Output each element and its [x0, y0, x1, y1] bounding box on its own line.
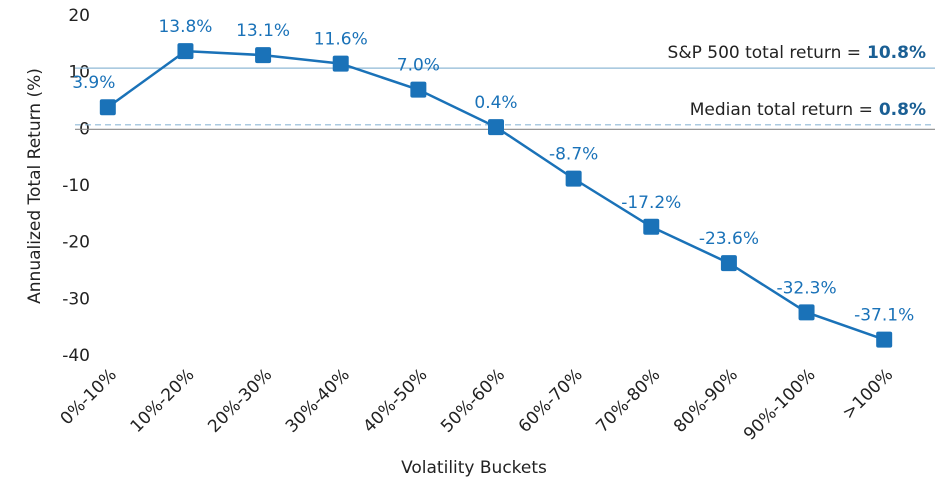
y-tick-label: -20 — [62, 233, 90, 253]
marker — [876, 331, 893, 348]
x-tick-label: 10%-20% — [127, 365, 199, 437]
y-tick-label: -30 — [62, 289, 90, 309]
reference-label: S&P 500 total return = 10.8% — [668, 43, 926, 63]
reference-label: Median total return = 0.8% — [690, 100, 926, 120]
x-tick-label: >100% — [839, 365, 898, 424]
y-tick-label: -10 — [62, 176, 90, 196]
y-tick-label: 20 — [68, 6, 90, 26]
x-tick-label: 40%-50% — [360, 365, 432, 437]
marker — [798, 304, 815, 321]
data-label: -37.1% — [854, 306, 914, 326]
marker — [255, 47, 272, 64]
data-label: -8.7% — [549, 145, 598, 165]
reference-label-value: 0.8% — [879, 100, 926, 120]
marker — [720, 255, 737, 272]
data-label: 3.9% — [72, 73, 115, 93]
x-tick-label: 80%-90% — [670, 365, 742, 437]
x-tick-label: 0%-10% — [57, 365, 121, 429]
data-label: 11.6% — [314, 30, 368, 50]
data-label: -23.6% — [699, 229, 759, 249]
x-tick-label: 50%-60% — [437, 365, 509, 437]
marker — [99, 99, 116, 116]
x-tick-label: 70%-80% — [592, 365, 664, 437]
marker — [643, 218, 660, 235]
marker — [488, 119, 504, 136]
reference-label-value: 10.8% — [867, 43, 926, 63]
x-tick-label: 20%-30% — [204, 365, 276, 437]
x-axis-title: Volatility Buckets — [401, 458, 547, 478]
marker — [332, 55, 349, 72]
y-axis-title: Annualized Total Return (%) — [25, 68, 45, 304]
marker — [410, 81, 427, 98]
x-tick-label: 60%-70% — [515, 365, 587, 437]
reference-label-text: Median total return = — [690, 100, 873, 120]
data-label: 13.1% — [236, 21, 290, 41]
reference-label-text: S&P 500 total return = — [668, 43, 861, 63]
marker — [565, 170, 582, 187]
data-label: -32.3% — [776, 278, 836, 298]
data-label: 0.4% — [474, 93, 517, 113]
marker — [177, 43, 194, 60]
y-tick-label: -40 — [62, 346, 90, 366]
data-label: -17.2% — [621, 193, 681, 213]
data-label: 13.8% — [158, 17, 212, 37]
x-tick-label: 90%-100% — [740, 365, 820, 445]
data-label: 7.0% — [397, 56, 440, 76]
x-tick-label: 30%-40% — [282, 365, 354, 437]
